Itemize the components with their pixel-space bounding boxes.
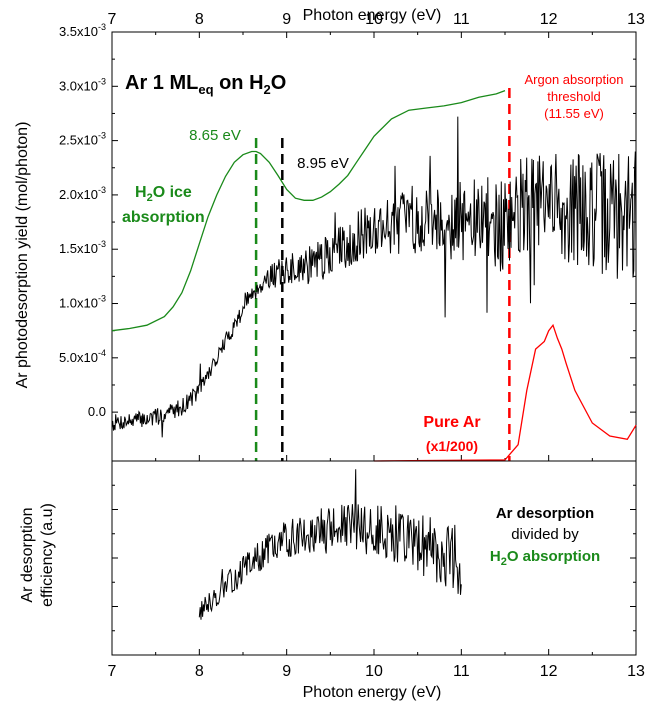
top-y-tick-label: 0.0 [88,404,106,419]
top-y-tick-label: 1.5x10-3 [59,239,106,256]
bottom-x-tick-label: 12 [540,663,558,680]
panel-title-sub2: 2 [264,82,271,97]
top-x-tick-label: 13 [627,11,645,28]
panel-title-main: Ar 1 ML [125,72,198,94]
bottom-x-tick-label: 10 [365,663,383,680]
bottom-y-axis-label-line2: efficiency (a.u) [39,503,56,607]
panel-title-sub: eq [198,82,213,97]
top-y-tick-label: 3.5x10-3 [59,22,106,39]
top-y-tick-label: 5.0x10-4 [59,348,106,365]
y-tick-exponent: -3 [98,294,106,304]
y-tick-exponent: -3 [98,22,106,32]
bottom-x-tick-label: 13 [627,663,645,680]
h2o-ice-h: H [135,184,147,201]
series-ar-photodesorption [111,116,637,438]
panel-title-end: O [271,72,287,94]
series-desorption-efficiency [198,469,462,620]
h2o-ice-sub: 2 [147,192,153,204]
top-x-tick-label: 9 [282,11,291,28]
annotation-black-peak: 8.95 eV [297,155,349,172]
series-pure-ar [373,323,637,462]
top-x-tick-label: 7 [108,11,117,28]
y-tick-exponent: -4 [98,348,106,358]
top-x-tick-label: 8 [195,11,204,28]
annotation-argon-threshold-1: Argon absorption [524,72,623,87]
top-x-tick-label: 11 [453,11,470,28]
top-y-tick-label: 2.0x10-3 [59,185,106,202]
panel-title-tail: on H [214,72,264,94]
y-tick-exponent: -3 [98,239,106,249]
top-y-tick-label: 2.5x10-3 [59,131,106,148]
y-tick-mantissa: 3.0x10 [59,78,98,93]
top-y-tick-label: 3.0x10-3 [59,76,106,93]
panel-title: Ar 1 MLeq on H2O [125,72,286,97]
y-tick-exponent: -3 [98,185,106,195]
y-tick-mantissa: 2.5x10 [59,133,98,148]
bottom-note-3-sub: 2 [501,556,507,568]
bottom-x-tick-label: 9 [282,663,291,680]
top-y-axis-label: Ar photodesorption yield (mol/photon) [14,122,31,389]
y-tick-mantissa: 2.0x10 [59,187,98,202]
y-tick-mantissa: 3.5x10 [59,24,98,39]
annotation-argon-threshold-2: threshold [547,89,600,104]
bottom-note-3-tail: O absorption [507,548,600,565]
y-tick-mantissa: 1.5x10 [59,241,98,256]
annotation-pure-ar: Pure Ar [423,414,480,431]
bottom-note-3-h: H [490,548,501,565]
top-y-tick-label: 1.0x10-3 [59,294,106,311]
bottom-note-3: H2O absorption [490,548,600,568]
bottom-x-tick-label: 7 [108,663,117,680]
top-panel: 7 8 9 10 11 12 130.05.0x10-41.0x10-31.5x10-32.… [59,11,645,462]
y-tick-mantissa: 0.0 [88,404,106,419]
top-x-tick-label: 12 [540,11,558,28]
bottom-y-axis-label-line1: Ar desorption [19,507,36,602]
top-x-tick-label: 10 [365,11,383,28]
annotation-argon-threshold-3: (11.55 eV) [544,106,604,121]
bottom-x-axis-label: Photon energy (eV) [303,684,442,701]
annotation-h2o-ice: H2O ice [135,184,192,204]
bottom-x-tick-label: 8 [195,663,204,680]
bottom-note-1: Ar desorption [496,505,594,522]
annotation-h2o-absorption: absorption [122,209,205,226]
bottom-x-tick-label: 11 [453,663,470,680]
bottom-note-2: divided by [511,526,579,543]
y-tick-mantissa: 1.0x10 [59,296,98,311]
series-h2o-absorption [111,89,506,332]
annotation-pure-ar-scale: (x1/200) [426,438,478,454]
bottom-panel: 7 8 9 10 11 12 13 [108,460,645,680]
y-tick-exponent: -3 [98,131,106,141]
top-x-axis-label: Photon energy (eV) [303,7,442,24]
y-tick-mantissa: 5.0x10 [59,350,98,365]
h2o-ice-tail: O ice [153,184,192,201]
annotation-green-peak: 8.65 eV [189,127,241,144]
y-tick-exponent: -3 [98,76,106,86]
